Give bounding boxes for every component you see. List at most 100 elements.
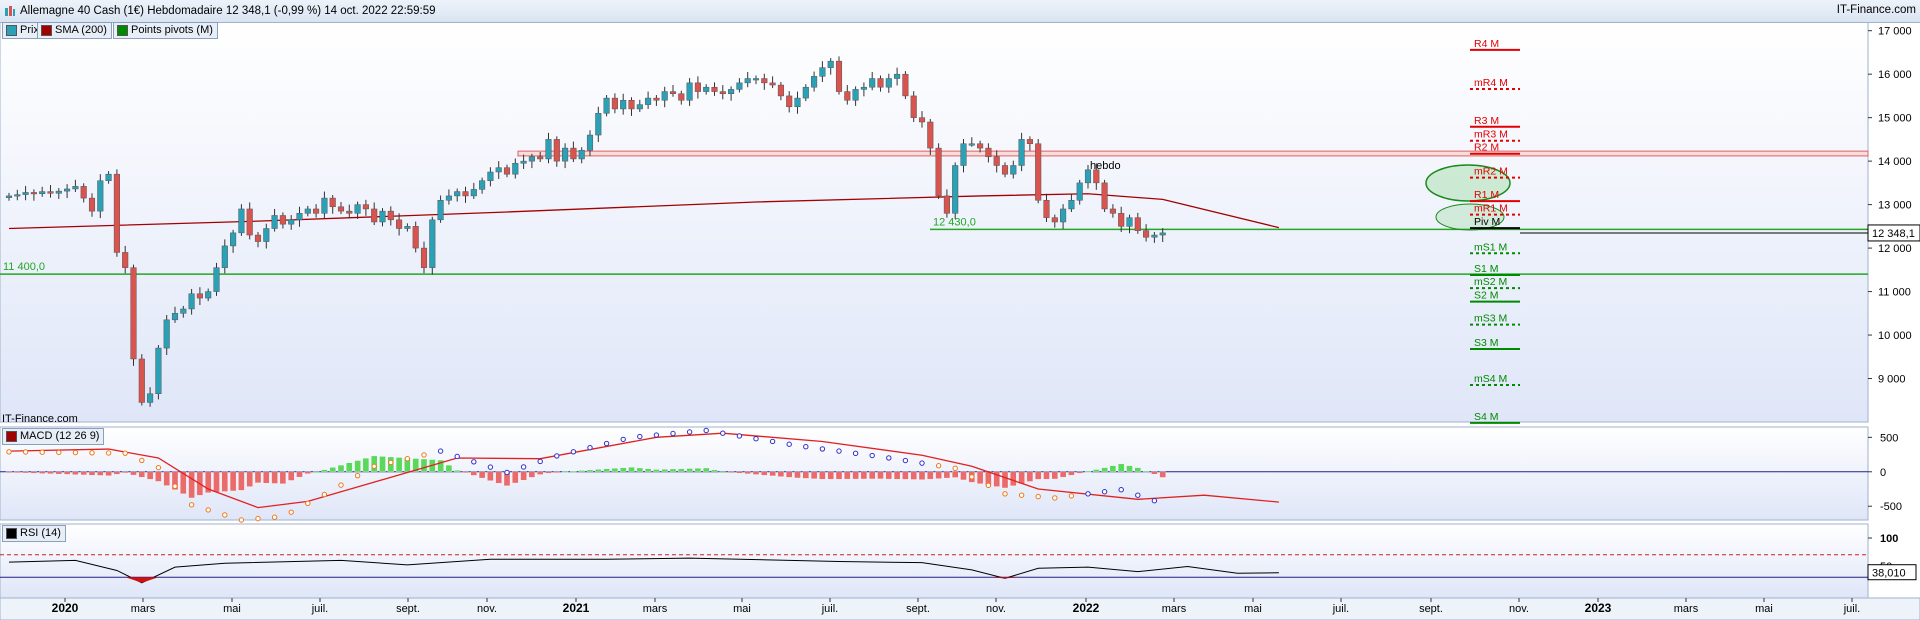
macd-point (1035, 493, 1041, 500)
macd-histogram-bar (786, 471, 793, 478)
pivot-label: S3 M (1474, 337, 1499, 349)
macd-point (122, 450, 128, 456)
macd-point (637, 433, 643, 440)
macd-histogram-bar (810, 471, 818, 479)
macd-histogram-bar (719, 471, 726, 473)
macd-histogram-bar (138, 471, 145, 478)
macd-histogram-bar (1051, 471, 1058, 480)
candle-body (553, 139, 560, 162)
candle-body (462, 191, 469, 197)
candle-body (611, 97, 618, 110)
macd-point (686, 429, 693, 435)
macd-point (6, 449, 12, 455)
macd-histogram-bar (711, 469, 718, 472)
candle-body (952, 165, 959, 214)
x-tick-label: mars (1162, 603, 1187, 615)
macd-point (836, 448, 842, 454)
x-tick-label: sept. (906, 603, 930, 615)
macd-histogram-bar (694, 468, 702, 472)
macd-histogram-bar (1134, 467, 1141, 472)
swatch-macd (6, 431, 17, 442)
macd-histogram-bar (1018, 471, 1025, 484)
macd-point (222, 512, 228, 518)
candle-body (678, 93, 685, 101)
x-tick-label: 2023 (1585, 601, 1612, 615)
macd-histogram-bar (1076, 471, 1083, 474)
legend-pivots[interactable]: Points pivots (M) (113, 22, 218, 39)
candle-body (877, 78, 884, 88)
candle-body (1101, 182, 1108, 210)
macd-histogram-bar (329, 467, 336, 472)
candle-body (479, 180, 486, 190)
support-line-label: 11 400,0 (3, 261, 45, 273)
candle-body (811, 76, 818, 88)
macd-point (919, 460, 925, 466)
candle-body (711, 86, 718, 92)
candle-body (296, 213, 303, 221)
macd-histogram-bar (321, 469, 328, 472)
x-tick-label: sept. (396, 603, 420, 615)
x-tick-label: 2022 (1073, 601, 1100, 615)
pivot-label: Piv M (1474, 216, 1500, 228)
macd-histogram-bar (229, 471, 237, 492)
candle-body (196, 293, 203, 299)
candle-body (827, 60, 834, 68)
pivot-label: R1 M (1474, 189, 1499, 201)
macd-histogram-bar (777, 471, 785, 477)
legend-rsi[interactable]: RSI (14) (2, 525, 66, 542)
macd-histogram-bar (362, 458, 370, 472)
macd-histogram-bar (628, 467, 635, 472)
candle-body (736, 82, 743, 90)
legend-macd[interactable]: MACD (12 26 9) (2, 428, 105, 445)
candle-body (620, 100, 627, 110)
candle-body (321, 197, 328, 214)
macd-histogram-bar (238, 471, 245, 491)
candle-body (1126, 217, 1133, 227)
candle-body (379, 210, 386, 223)
macd-histogram-bar (437, 459, 444, 472)
candle-body (39, 191, 46, 194)
macd-histogram-bar (462, 471, 469, 473)
macd-histogram-bar (246, 471, 253, 487)
macd-histogram-bar (445, 464, 453, 472)
site-name[interactable]: IT-Finance.com (1836, 4, 1916, 16)
candle-body (80, 186, 87, 199)
macd-histogram-bar (653, 469, 660, 472)
macd-point (338, 482, 344, 488)
x-tick-label: mai (223, 603, 241, 615)
x-tick-label: mars (643, 603, 668, 615)
candle-body (1018, 139, 1025, 166)
macd-histogram-bar (155, 471, 162, 482)
candle-body (935, 147, 942, 197)
macd-point (354, 472, 361, 479)
candle-body (653, 97, 660, 101)
legend-sma[interactable]: SMA (200) (37, 22, 112, 39)
macd-histogram-bar (80, 471, 87, 476)
macd-point (703, 427, 709, 434)
price-tick-label: 12 000 (1878, 243, 1912, 255)
candle-body (960, 143, 967, 166)
macd-panel (0, 426, 1869, 521)
macd-point (1151, 498, 1158, 504)
macd-histogram-bar (1059, 471, 1067, 478)
candle-body (454, 191, 461, 197)
candle-body (22, 192, 29, 195)
legend-sma-label: SMA (200) (55, 24, 107, 36)
candle-body (122, 252, 129, 268)
x-tick-label: mai (1244, 603, 1262, 615)
pivot-label: mS4 M (1474, 373, 1507, 385)
macd-point (952, 465, 958, 472)
macd-histogram-bar (935, 471, 942, 479)
macd-histogram-bar (661, 469, 668, 472)
candle-body (752, 78, 760, 81)
candle-body (263, 228, 270, 242)
rsi-tick-label: 100 (1880, 533, 1898, 545)
x-tick-label: mai (1755, 603, 1773, 615)
candle-body (14, 194, 21, 197)
macd-point (554, 453, 560, 459)
price-panel (0, 21, 1869, 423)
macd-histogram-bar (1159, 471, 1166, 478)
macd-point (570, 449, 577, 455)
swatch-rsi (6, 528, 17, 539)
